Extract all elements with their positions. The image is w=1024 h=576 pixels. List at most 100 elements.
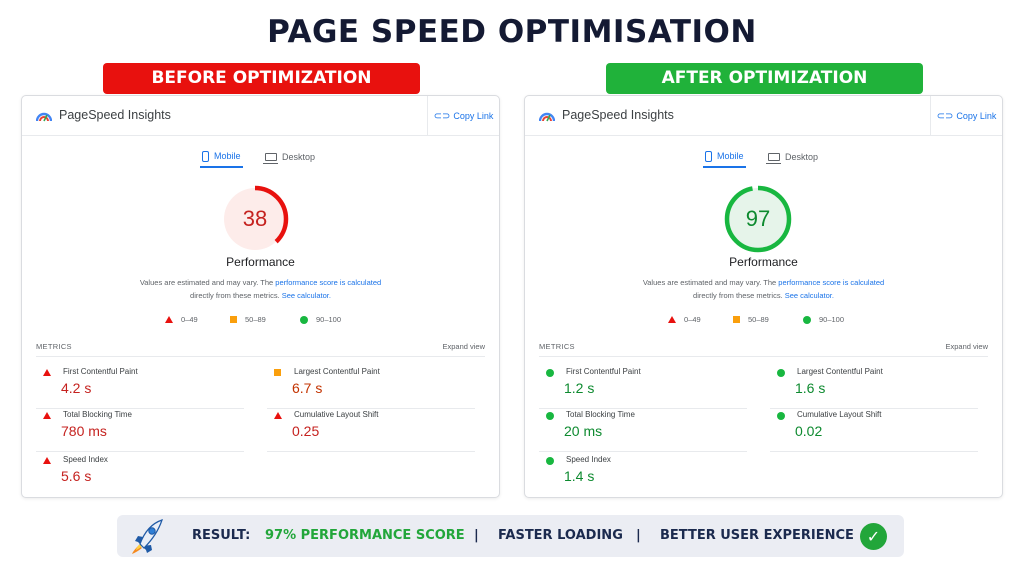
tab-desktop-label: Desktop [785, 152, 819, 162]
red-triangle-icon [274, 412, 282, 419]
metric-name: Total Blocking Time [566, 410, 635, 419]
metric-name: First Contentful Paint [566, 367, 641, 376]
orange-square-icon [274, 369, 281, 376]
legend-pass: 90–100 [803, 315, 844, 324]
copy-link-label: Copy Link [956, 111, 997, 121]
expand-view-button[interactable]: Expand view [442, 342, 485, 351]
score-legend: 0–49 50–89 90–100 [525, 315, 1002, 327]
phone-icon [705, 150, 712, 162]
green-circle-icon [777, 369, 785, 377]
metric-name: Cumulative Layout Shift [797, 410, 882, 419]
disclaimer: Values are estimated and may vary. The p… [525, 276, 1002, 302]
copy-link-button[interactable]: ⊂⊃ Copy Link [930, 96, 1002, 136]
score-calculation-link[interactable]: performance score is calculated [778, 278, 885, 287]
metric-value: 5.6 s [61, 468, 92, 484]
metric-first-contentful-paint: First Contentful Paint 4.2 s [36, 365, 244, 409]
result-faster-loading: FASTER LOADING [498, 528, 623, 543]
disclaimer: Values are estimated and may vary. The p… [22, 276, 499, 302]
tab-desktop[interactable]: Desktop [263, 146, 316, 168]
app-name: PageSpeed Insights [59, 108, 171, 122]
metric-value: 0.25 [292, 423, 320, 439]
green-circle-icon [546, 457, 554, 465]
performance-gauge: 97 [723, 184, 793, 254]
after-panel: PageSpeed Insights ⊂⊃ Copy Link Mobile D… [524, 95, 1003, 498]
result-score-text: 97% PERFORMANCE SCORE [265, 528, 465, 543]
metric-name: First Contentful Paint [63, 367, 138, 376]
tab-desktop-label: Desktop [282, 152, 316, 162]
tab-mobile[interactable]: Mobile [703, 146, 746, 168]
check-circle-icon: ✓ [860, 523, 887, 550]
metric-largest-contentful-paint: Largest Contentful Paint 6.7 s [267, 365, 475, 409]
monitor-icon [263, 153, 278, 164]
disclaimer-text-1: Values are estimated and may vary. The [642, 278, 779, 287]
tab-mobile-label: Mobile [717, 151, 744, 161]
legend-average-label: 50–89 [748, 315, 769, 324]
green-circle-icon [803, 315, 811, 324]
metric-value: 0.02 [795, 423, 823, 439]
legend-average-label: 50–89 [245, 315, 266, 324]
expand-view-button[interactable]: Expand view [945, 342, 988, 351]
metric-value: 1.4 s [564, 468, 595, 484]
before-panel: PageSpeed Insights ⊂⊃ Copy Link Mobile D… [21, 95, 500, 498]
copy-link-button[interactable]: ⊂⊃ Copy Link [427, 96, 499, 136]
see-calculator-link[interactable]: See calculator. [281, 291, 331, 300]
rocket-icon [132, 519, 163, 554]
after-banner: AFTER OPTIMIZATION [606, 63, 923, 94]
metrics-header: METRICS [36, 342, 72, 351]
gauge-ring [221, 185, 289, 253]
legend-fail-label: 0–49 [181, 315, 198, 324]
tab-mobile[interactable]: Mobile [200, 146, 243, 168]
red-triangle-icon [43, 369, 51, 376]
tab-desktop[interactable]: Desktop [766, 146, 819, 168]
pagespeed-logo-icon [36, 112, 52, 122]
disclaimer-text-1: Values are estimated and may vary. The [139, 278, 276, 287]
separator: | [636, 528, 641, 543]
device-tabs: Mobile Desktop [22, 146, 499, 168]
page-title: PAGE SPEED OPTIMISATION [267, 14, 757, 50]
score-legend: 0–49 50–89 90–100 [22, 315, 499, 327]
green-circle-icon [546, 412, 554, 420]
orange-square-icon [230, 316, 237, 323]
disclaimer-text-2: directly from these metrics. [190, 291, 282, 300]
result-label: RESULT: [192, 528, 251, 543]
red-triangle-icon [43, 412, 51, 419]
green-circle-icon [777, 412, 785, 420]
metric-value: 1.2 s [564, 380, 595, 396]
phone-icon [202, 150, 209, 162]
disclaimer-text-2: directly from these metrics. [693, 291, 785, 300]
copy-link-label: Copy Link [453, 111, 494, 121]
metric-value: 20 ms [564, 423, 603, 439]
metric-cumulative-layout-shift: Cumulative Layout Shift 0.25 [267, 408, 475, 452]
legend-pass-label: 90–100 [819, 315, 845, 324]
metric-name: Speed Index [566, 455, 611, 464]
metric-cumulative-layout-shift: Cumulative Layout Shift 0.02 [770, 408, 978, 452]
metric-speed-index: Speed Index 5.6 s [36, 453, 244, 497]
separator: | [474, 528, 479, 543]
metrics-header: METRICS [539, 342, 575, 351]
metric-largest-contentful-paint: Largest Contentful Paint 1.6 s [770, 365, 978, 409]
see-calculator-link[interactable]: See calculator. [784, 291, 834, 300]
metric-value: 4.2 s [61, 380, 92, 396]
performance-score: 38 [242, 206, 268, 231]
green-circle-icon [300, 315, 308, 324]
gauge-ring [724, 185, 792, 253]
divider [539, 356, 988, 357]
performance-label: Performance [226, 255, 295, 269]
metric-name: Largest Contentful Paint [797, 367, 883, 376]
legend-average: 50–89 [733, 315, 769, 324]
device-tabs: Mobile Desktop [525, 146, 1002, 168]
legend-pass: 90–100 [300, 315, 341, 324]
metric-name: Speed Index [63, 455, 108, 464]
metric-value: 780 ms [61, 423, 107, 439]
metric-total-blocking-time: Total Blocking Time 20 ms [539, 408, 747, 452]
performance-label: Performance [729, 255, 798, 269]
legend-average: 50–89 [230, 315, 266, 324]
result-user-experience: BETTER USER EXPERIENCE [660, 528, 854, 543]
monitor-icon [766, 153, 781, 164]
panel-header: PageSpeed Insights ⊂⊃ Copy Link [525, 96, 1002, 136]
legend-fail-label: 0–49 [684, 315, 701, 324]
red-triangle-icon [43, 457, 51, 464]
score-calculation-link[interactable]: performance score is calculated [275, 278, 382, 287]
legend-pass-label: 90–100 [316, 315, 342, 324]
tab-mobile-label: Mobile [214, 151, 241, 161]
